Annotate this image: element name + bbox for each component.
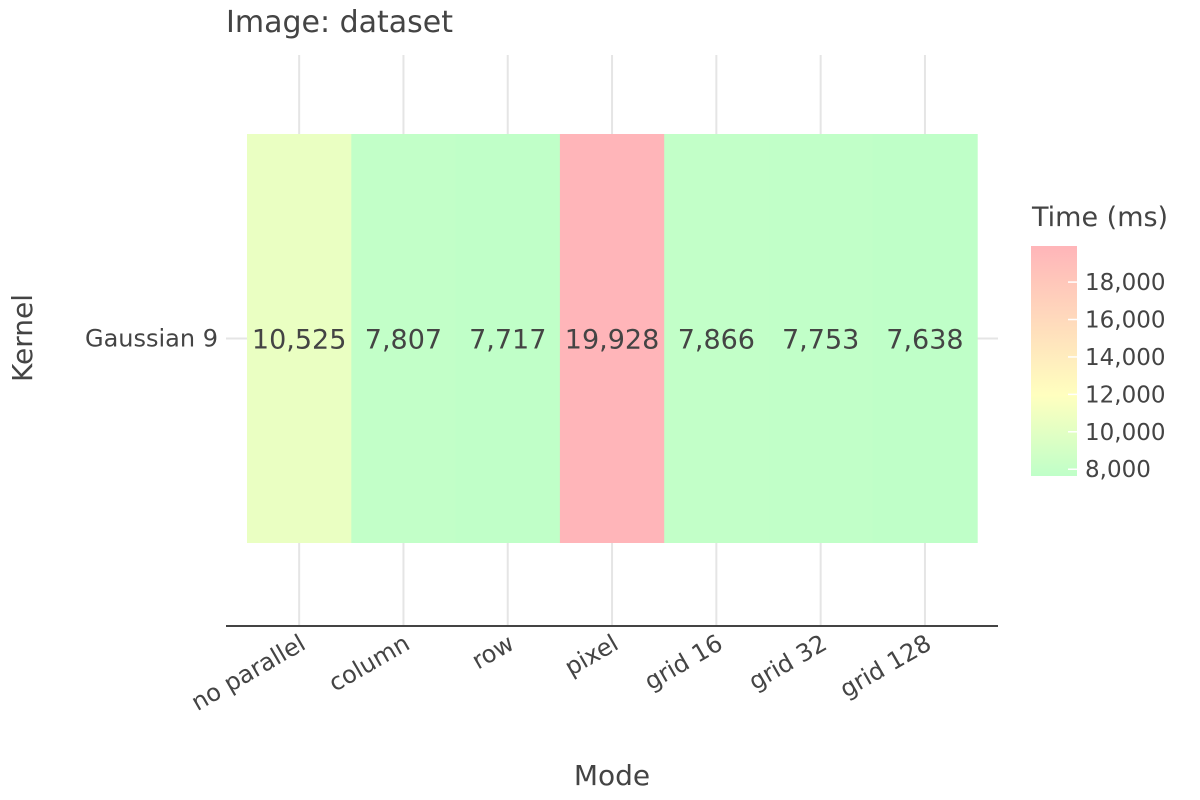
cell-value-label: 7,866 xyxy=(678,325,755,356)
colorbar-tick-label: 12,000 xyxy=(1085,382,1165,408)
heatmap-cell xyxy=(768,134,874,543)
y-tick-labels: Gaussian 9 xyxy=(85,325,218,353)
colorbar-tick-label: 16,000 xyxy=(1085,308,1165,334)
cell-value-label: 7,807 xyxy=(365,325,442,356)
colorbar-tick-label: 10,000 xyxy=(1085,420,1165,446)
colorbar: Time (ms) 8,000 10,000 12,000 14,000 16,000 1… xyxy=(1031,202,1168,483)
x-tick-label: row xyxy=(467,629,519,675)
chart-title: Image: dataset xyxy=(226,5,453,40)
x-tick-label: grid 128 xyxy=(835,629,936,703)
cell-value-label: 7,638 xyxy=(886,325,963,356)
cell-value-label: 7,717 xyxy=(469,325,546,356)
x-tick-label: pixel xyxy=(560,629,623,682)
heatmap-cell xyxy=(351,134,457,543)
heatmap-cell xyxy=(664,134,770,543)
colorbar-gradient xyxy=(1031,246,1077,476)
x-tick-label: grid 16 xyxy=(640,629,728,696)
colorbar-title: Time (ms) xyxy=(1031,202,1168,233)
heatmap-cell xyxy=(455,134,561,543)
cell-value-label: 7,753 xyxy=(782,325,859,356)
x-tick-label: column xyxy=(324,629,415,697)
x-axis-title: Mode xyxy=(574,759,650,792)
y-axis-title: Kernel xyxy=(6,294,39,382)
colorbar-ticks: 8,000 10,000 12,000 14,000 16,000 18,000 xyxy=(1068,270,1165,483)
y-tick-label: Gaussian 9 xyxy=(85,325,218,353)
cell-labels: 10,525 7,807 7,717 19,928 7,866 7,753 7,638 xyxy=(252,325,964,356)
x-tick-labels: no parallel column row pixel grid 16 grid 32 g… xyxy=(186,629,936,717)
colorbar-tick-label: 18,000 xyxy=(1085,270,1165,296)
heatmap-cell xyxy=(872,134,978,543)
cell-value-label: 10,525 xyxy=(252,325,346,356)
colorbar-tick-label: 14,000 xyxy=(1085,345,1165,371)
x-tick-label: grid 32 xyxy=(744,629,832,696)
heatmap-cell xyxy=(559,134,665,543)
cell-value-label: 19,928 xyxy=(565,325,659,356)
heatmap-cells xyxy=(247,134,978,543)
x-tick-label: no parallel xyxy=(186,629,310,717)
heatmap-cell xyxy=(247,134,352,543)
colorbar-tick-label: 8,000 xyxy=(1085,457,1151,483)
